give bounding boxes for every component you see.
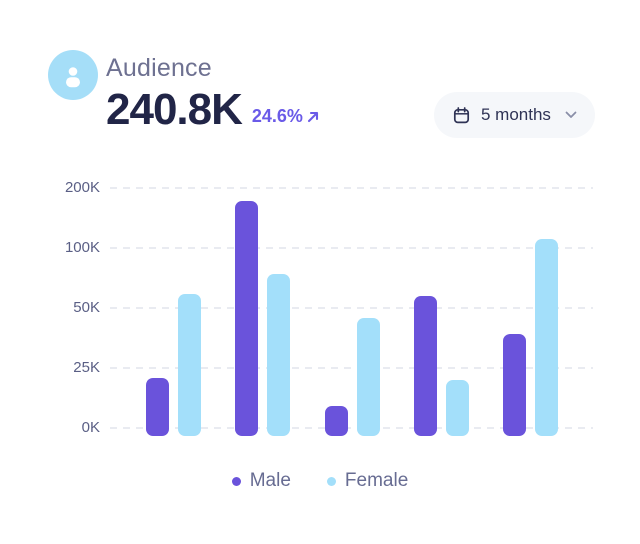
bar-chart	[110, 187, 593, 436]
bar-male-3	[324, 406, 348, 436]
bar-male-2	[235, 201, 259, 436]
bar-female-2	[267, 274, 291, 436]
gridline	[110, 307, 593, 309]
gridline	[110, 427, 593, 429]
y-axis-tick-label: 25K	[73, 359, 100, 376]
bar-female-1	[178, 293, 201, 436]
gridline	[110, 187, 593, 189]
bar-male-1	[146, 377, 169, 436]
avatar	[48, 50, 98, 100]
person-icon	[60, 62, 86, 88]
bar-female-5	[535, 239, 559, 436]
period-label: 5 months	[481, 105, 551, 124]
legend-label: Female	[344, 470, 409, 491]
y-axis-tick-label: 50K	[73, 299, 100, 316]
change-badge: 24.6%	[252, 106, 320, 134]
metric-row: 240.8K 24.6%	[106, 86, 320, 134]
legend-dot-female	[326, 476, 336, 486]
y-axis-tick-label: 0K	[81, 419, 100, 436]
legend-label: Male	[249, 470, 291, 491]
y-axis-tick-label: 200K	[64, 179, 100, 196]
bar-female-4	[445, 380, 469, 436]
arrow-up-right-icon	[306, 110, 320, 124]
calendar-icon	[452, 106, 471, 125]
change-percent: 24.6%	[251, 106, 303, 126]
bar-male-4	[413, 296, 437, 436]
legend-dot-male	[231, 476, 241, 486]
bar-male-5	[503, 334, 527, 436]
gridline	[110, 367, 593, 369]
chart-legend: Male Female	[0, 470, 640, 492]
audience-total-value: 240.8K	[106, 85, 243, 134]
y-axis-tick-label: 100K	[64, 239, 100, 256]
chevron-down-icon	[565, 111, 577, 119]
bar-female-3	[356, 317, 380, 436]
legend-item-female: Female	[326, 470, 409, 492]
period-dropdown[interactable]: 5 months	[434, 92, 595, 138]
page-title: Audience	[106, 54, 212, 82]
legend-item-male: Male	[231, 470, 291, 492]
gridline	[110, 247, 593, 249]
